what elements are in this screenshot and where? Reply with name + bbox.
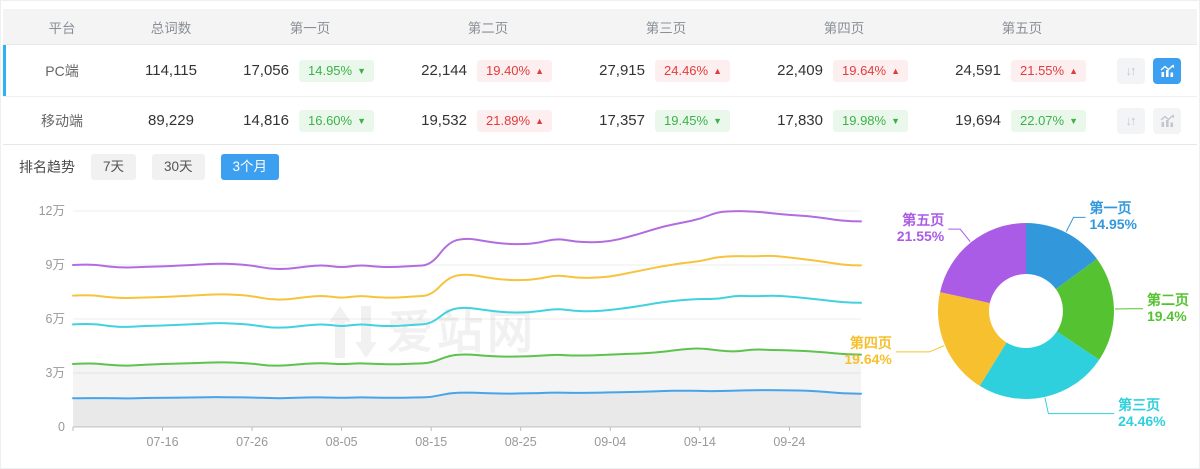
page-count: 27,915 bbox=[599, 62, 645, 79]
page-count: 22,409 bbox=[777, 62, 823, 79]
svg-text:0: 0 bbox=[58, 420, 65, 434]
page-count: 19,532 bbox=[421, 112, 467, 129]
trend-chart-icon bbox=[1160, 114, 1174, 127]
trend-arrow-icon: ▼ bbox=[1069, 115, 1079, 126]
trend-chart-button[interactable] bbox=[1153, 57, 1181, 84]
page1-cell: 17,056 14.95% ▼ bbox=[221, 59, 399, 82]
svg-text:9万: 9万 bbox=[46, 258, 65, 272]
total-count: 114,115 bbox=[145, 62, 197, 79]
change-badge: 22.07% ▼ bbox=[1011, 109, 1087, 132]
sort-icon: ↓↑ bbox=[1125, 113, 1137, 128]
svg-text:07-26: 07-26 bbox=[236, 435, 268, 449]
svg-text:12万: 12万 bbox=[39, 204, 65, 218]
trend-arrow-icon: ▲ bbox=[1069, 65, 1079, 76]
page-count: 22,144 bbox=[421, 62, 467, 79]
svg-text:3万: 3万 bbox=[46, 366, 65, 380]
col-header-page1: 第一页 bbox=[289, 20, 331, 36]
page3-cell: 27,915 24.46% ▲ bbox=[577, 59, 755, 82]
change-badge: 24.46% ▲ bbox=[655, 59, 731, 82]
trend-arrow-icon: ▼ bbox=[357, 65, 367, 76]
total-count: 89,229 bbox=[148, 112, 194, 129]
trend-arrow-icon: ▼ bbox=[891, 115, 901, 126]
change-badge: 14.95% ▼ bbox=[299, 59, 375, 82]
trend-header: 排名趋势 7天 30天 3个月 bbox=[19, 154, 280, 180]
page-count: 17,357 bbox=[599, 112, 645, 129]
col-header-total: 总词数 bbox=[150, 20, 192, 36]
svg-text:09-04: 09-04 bbox=[594, 435, 626, 449]
page5-cell: 19,694 22.07% ▼ bbox=[933, 109, 1111, 132]
trend-arrow-icon: ▼ bbox=[357, 115, 367, 126]
svg-text:08-25: 08-25 bbox=[505, 435, 537, 449]
donut-label: 第五页 21.55% bbox=[896, 212, 945, 245]
trend-arrow-icon: ▲ bbox=[535, 65, 545, 76]
page3-cell: 17,357 19.45% ▼ bbox=[577, 109, 755, 132]
svg-text:08-05: 08-05 bbox=[326, 435, 358, 449]
table-header-row: 平台 总词数 第一页 第二页 第三页 第四页 第五页 bbox=[3, 9, 1197, 45]
svg-text:09-24: 09-24 bbox=[773, 435, 805, 449]
trend-line-chart: 0 3万 6万 9万 12万爱站网 07-16 07-26 08-05 08-15 08-25 09… bbox=[31, 194, 871, 454]
page-distribution-donut: 第一页 14.95% 第二页 19.4% 第三页 24.46% 第四页 19.64% 第五页 21… bbox=[844, 186, 1194, 436]
col-header-page2: 第二页 bbox=[467, 20, 509, 36]
tab-7d[interactable]: 7天 bbox=[91, 154, 137, 180]
change-badge: 21.55% ▲ bbox=[1011, 59, 1087, 82]
svg-text:09-14: 09-14 bbox=[684, 435, 716, 449]
page1-cell: 14,816 16.60% ▼ bbox=[221, 109, 399, 132]
donut-label: 第四页 19.64% bbox=[844, 334, 892, 367]
platform-cell: 移动端 bbox=[41, 112, 83, 129]
page-count: 17,830 bbox=[777, 112, 823, 129]
page5-cell: 24,591 21.55% ▲ bbox=[933, 59, 1111, 82]
donut-label: 第二页 19.4% bbox=[1146, 291, 1189, 324]
trend-section: 排名趋势 7天 30天 3个月 0 3万 6万 9万 12万 爱站网 07-16 07-26 0… bbox=[3, 144, 1197, 468]
trend-arrow-icon: ▲ bbox=[535, 115, 545, 126]
trend-title: 排名趋势 bbox=[19, 159, 75, 175]
trend-chart-button[interactable] bbox=[1153, 107, 1181, 134]
sort-icon: ↓↑ bbox=[1125, 63, 1137, 78]
table-row-mobile: 移动端 89,229 14,816 16.60% ▼ 19,532 21.89% ▲… bbox=[3, 97, 1197, 144]
trend-arrow-icon: ▼ bbox=[713, 115, 723, 126]
page-count: 24,591 bbox=[955, 62, 1001, 79]
tab-3m[interactable]: 3个月 bbox=[220, 154, 280, 180]
svg-text:07-16: 07-16 bbox=[147, 435, 179, 449]
table-row-pc: PC端 114,115 17,056 14.95% ▼ 22,144 19.40%… bbox=[3, 45, 1197, 97]
page-count: 19,694 bbox=[955, 112, 1001, 129]
svg-text:爱站网: 爱站网 bbox=[387, 306, 537, 358]
donut-label: 第三页 24.46% bbox=[1118, 396, 1166, 429]
change-badge: 21.89% ▲ bbox=[477, 109, 553, 132]
trend-chart-icon bbox=[1160, 64, 1174, 77]
trend-arrow-icon: ▲ bbox=[713, 65, 723, 76]
row-actions: ↓↑ bbox=[1111, 107, 1197, 134]
page4-cell: 22,409 19.64% ▲ bbox=[755, 59, 933, 82]
page-count: 17,056 bbox=[243, 62, 289, 79]
col-header-page5: 第五页 bbox=[1001, 20, 1043, 36]
row-actions: ↓↑ bbox=[1111, 57, 1197, 84]
change-badge: 19.45% ▼ bbox=[655, 109, 731, 132]
sort-button[interactable]: ↓↑ bbox=[1117, 107, 1145, 134]
page2-cell: 19,532 21.89% ▲ bbox=[399, 109, 577, 132]
change-badge: 19.98% ▼ bbox=[833, 109, 909, 132]
change-badge: 19.40% ▲ bbox=[477, 59, 553, 82]
svg-text:08-15: 08-15 bbox=[415, 435, 447, 449]
sort-button[interactable]: ↓↑ bbox=[1117, 57, 1145, 84]
change-badge: 16.60% ▼ bbox=[299, 109, 375, 132]
page2-cell: 22,144 19.40% ▲ bbox=[399, 59, 577, 82]
tab-30d[interactable]: 30天 bbox=[152, 154, 205, 180]
page-count: 14,816 bbox=[243, 112, 289, 129]
page4-cell: 17,830 19.98% ▼ bbox=[755, 109, 933, 132]
svg-text:6万: 6万 bbox=[46, 312, 65, 326]
col-header-page3: 第三页 bbox=[645, 20, 687, 36]
donut-label: 第一页 14.95% bbox=[1089, 200, 1137, 233]
col-header-page4: 第四页 bbox=[823, 20, 865, 36]
rank-table: 平台 总词数 第一页 第二页 第三页 第四页 第五页 PC端 114,115 1… bbox=[3, 9, 1197, 144]
trend-arrow-icon: ▲ bbox=[891, 65, 901, 76]
platform-cell: PC端 bbox=[45, 62, 79, 79]
col-header-platform: 平台 bbox=[48, 20, 76, 36]
change-badge: 19.64% ▲ bbox=[833, 59, 909, 82]
